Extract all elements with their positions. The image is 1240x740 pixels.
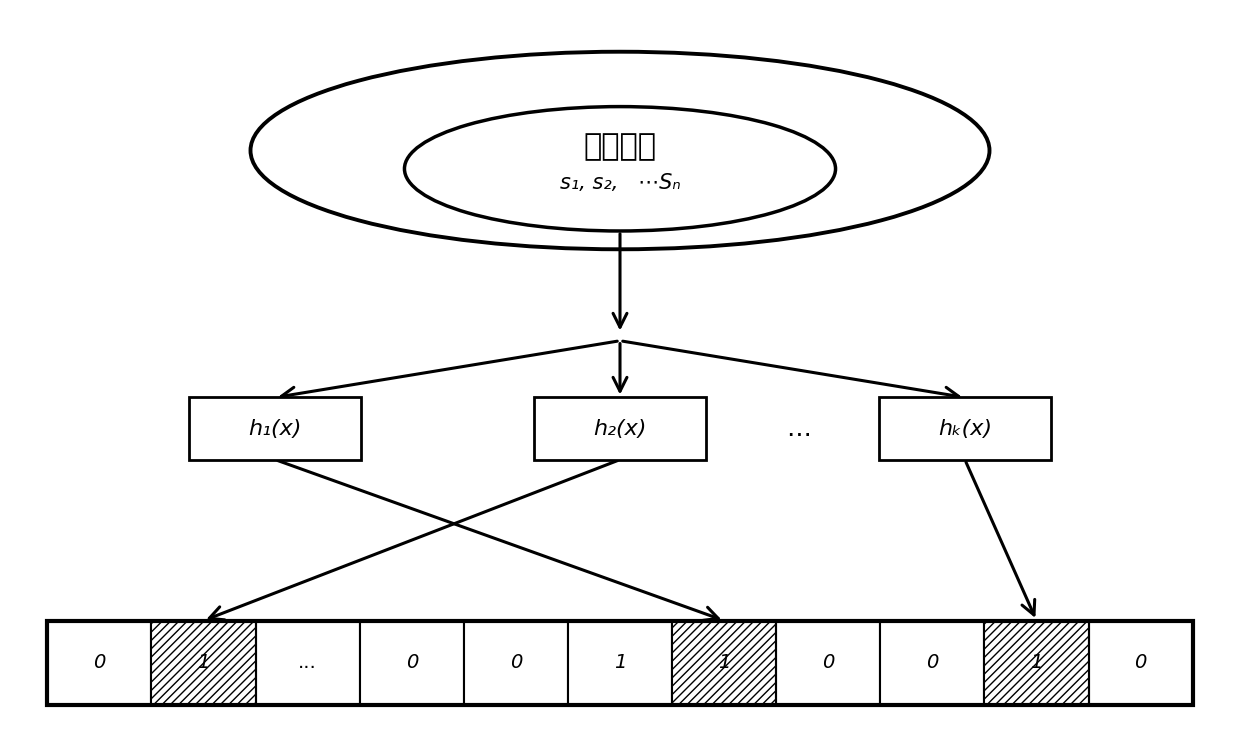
- Bar: [47, 621, 1193, 704]
- Bar: [188, 397, 361, 460]
- Text: 0: 0: [926, 653, 939, 672]
- Bar: [47, 621, 151, 704]
- Text: 0: 0: [1135, 653, 1147, 672]
- Text: 1: 1: [197, 653, 210, 672]
- Bar: [672, 621, 776, 704]
- Bar: [880, 621, 985, 704]
- Text: 1: 1: [1030, 653, 1043, 672]
- Text: s₁, s₂,   ⋯Sₙ: s₁, s₂, ⋯Sₙ: [559, 173, 681, 193]
- Text: h₁(x): h₁(x): [248, 419, 301, 439]
- Text: 0: 0: [405, 653, 418, 672]
- Bar: [533, 397, 707, 460]
- Text: 0: 0: [93, 653, 105, 672]
- Ellipse shape: [250, 52, 990, 249]
- Bar: [464, 621, 568, 704]
- Text: hₖ(x): hₖ(x): [937, 419, 992, 439]
- Bar: [255, 621, 360, 704]
- Text: 1: 1: [718, 653, 730, 672]
- Bar: [985, 621, 1089, 704]
- Text: 0: 0: [822, 653, 835, 672]
- Bar: [672, 621, 776, 704]
- Bar: [776, 621, 880, 704]
- Text: …: …: [786, 417, 811, 440]
- Text: 1: 1: [614, 653, 626, 672]
- Text: 0: 0: [510, 653, 522, 672]
- Bar: [568, 621, 672, 704]
- Ellipse shape: [404, 107, 836, 231]
- Text: ...: ...: [299, 653, 317, 672]
- Bar: [985, 621, 1089, 704]
- Bar: [879, 397, 1052, 460]
- Text: 数据集合: 数据集合: [584, 132, 656, 161]
- Bar: [151, 621, 255, 704]
- Text: h₂(x): h₂(x): [593, 419, 647, 439]
- Bar: [360, 621, 464, 704]
- Bar: [151, 621, 255, 704]
- Bar: [1089, 621, 1193, 704]
